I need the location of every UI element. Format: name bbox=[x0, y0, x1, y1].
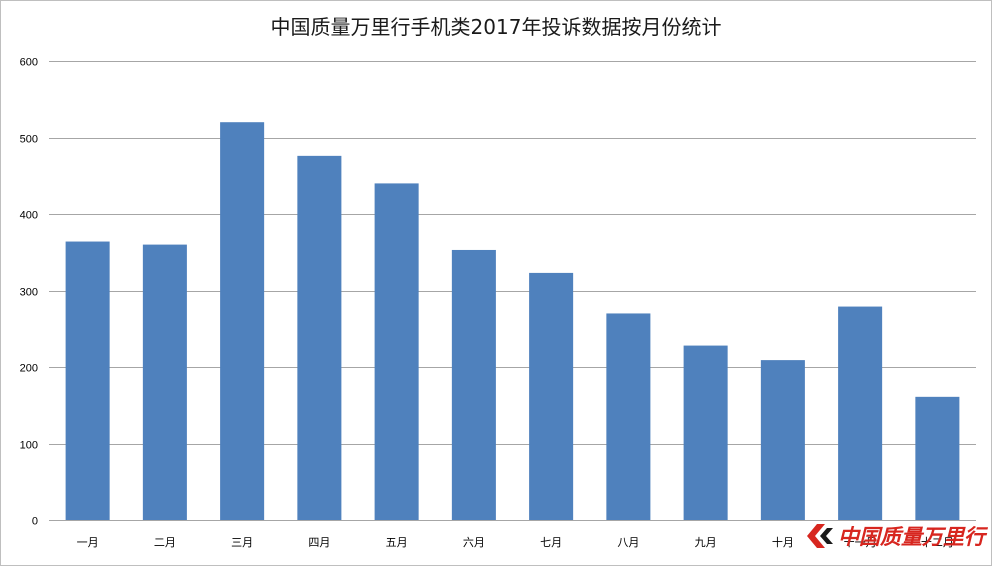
bar-5 bbox=[374, 183, 419, 520]
bar-11 bbox=[838, 306, 883, 520]
chart-title: 中国质量万里行手机类2017年投诉数据按月份统计 bbox=[270, 15, 722, 39]
x-category-label: 十月 bbox=[772, 535, 794, 549]
gridlines bbox=[49, 61, 976, 521]
x-category-label: 十二月 bbox=[921, 535, 954, 549]
y-tick-label: 200 bbox=[20, 363, 38, 375]
y-axis-ticks: 0 100 200 300 400 500 600 bbox=[20, 57, 38, 528]
x-category-label: 五月 bbox=[386, 536, 408, 549]
brand-watermark-text: 中国质量万里行 bbox=[838, 524, 985, 549]
bar-4 bbox=[297, 155, 342, 521]
y-tick-label: 500 bbox=[20, 134, 38, 146]
x-axis-categories: 一月 二月 三月 四月 五月 六月 七月 八月 九月 十月 十一月 十二月 bbox=[77, 535, 954, 549]
bar-1 bbox=[65, 241, 110, 521]
x-category-label: 七月 bbox=[540, 536, 562, 549]
bar-6 bbox=[451, 249, 496, 520]
bars bbox=[65, 122, 960, 521]
bar-8 bbox=[606, 313, 651, 520]
y-tick-label: 300 bbox=[20, 287, 38, 299]
x-category-label: 一月 bbox=[77, 536, 99, 549]
y-tick-label: 400 bbox=[20, 210, 38, 222]
x-category-label: 十一月 bbox=[844, 535, 877, 549]
x-category-label: 二月 bbox=[154, 536, 176, 549]
bar-2 bbox=[142, 244, 187, 520]
brand-chevron-icon bbox=[807, 524, 833, 548]
y-tick-label: 0 bbox=[32, 516, 38, 528]
bar-12 bbox=[915, 396, 960, 520]
x-category-label: 四月 bbox=[308, 536, 330, 549]
x-category-label: 六月 bbox=[463, 536, 485, 549]
y-tick-label: 600 bbox=[20, 57, 38, 69]
x-category-label: 九月 bbox=[695, 536, 717, 549]
x-category-label: 八月 bbox=[617, 536, 639, 549]
brand-watermark: 中国质量万里行 bbox=[805, 521, 985, 551]
y-tick-label: 100 bbox=[20, 440, 38, 452]
bar-3 bbox=[220, 122, 265, 520]
bar-9 bbox=[683, 345, 728, 520]
bar-10 bbox=[760, 360, 805, 520]
x-category-label: 三月 bbox=[231, 536, 253, 549]
bar-7 bbox=[529, 272, 574, 520]
